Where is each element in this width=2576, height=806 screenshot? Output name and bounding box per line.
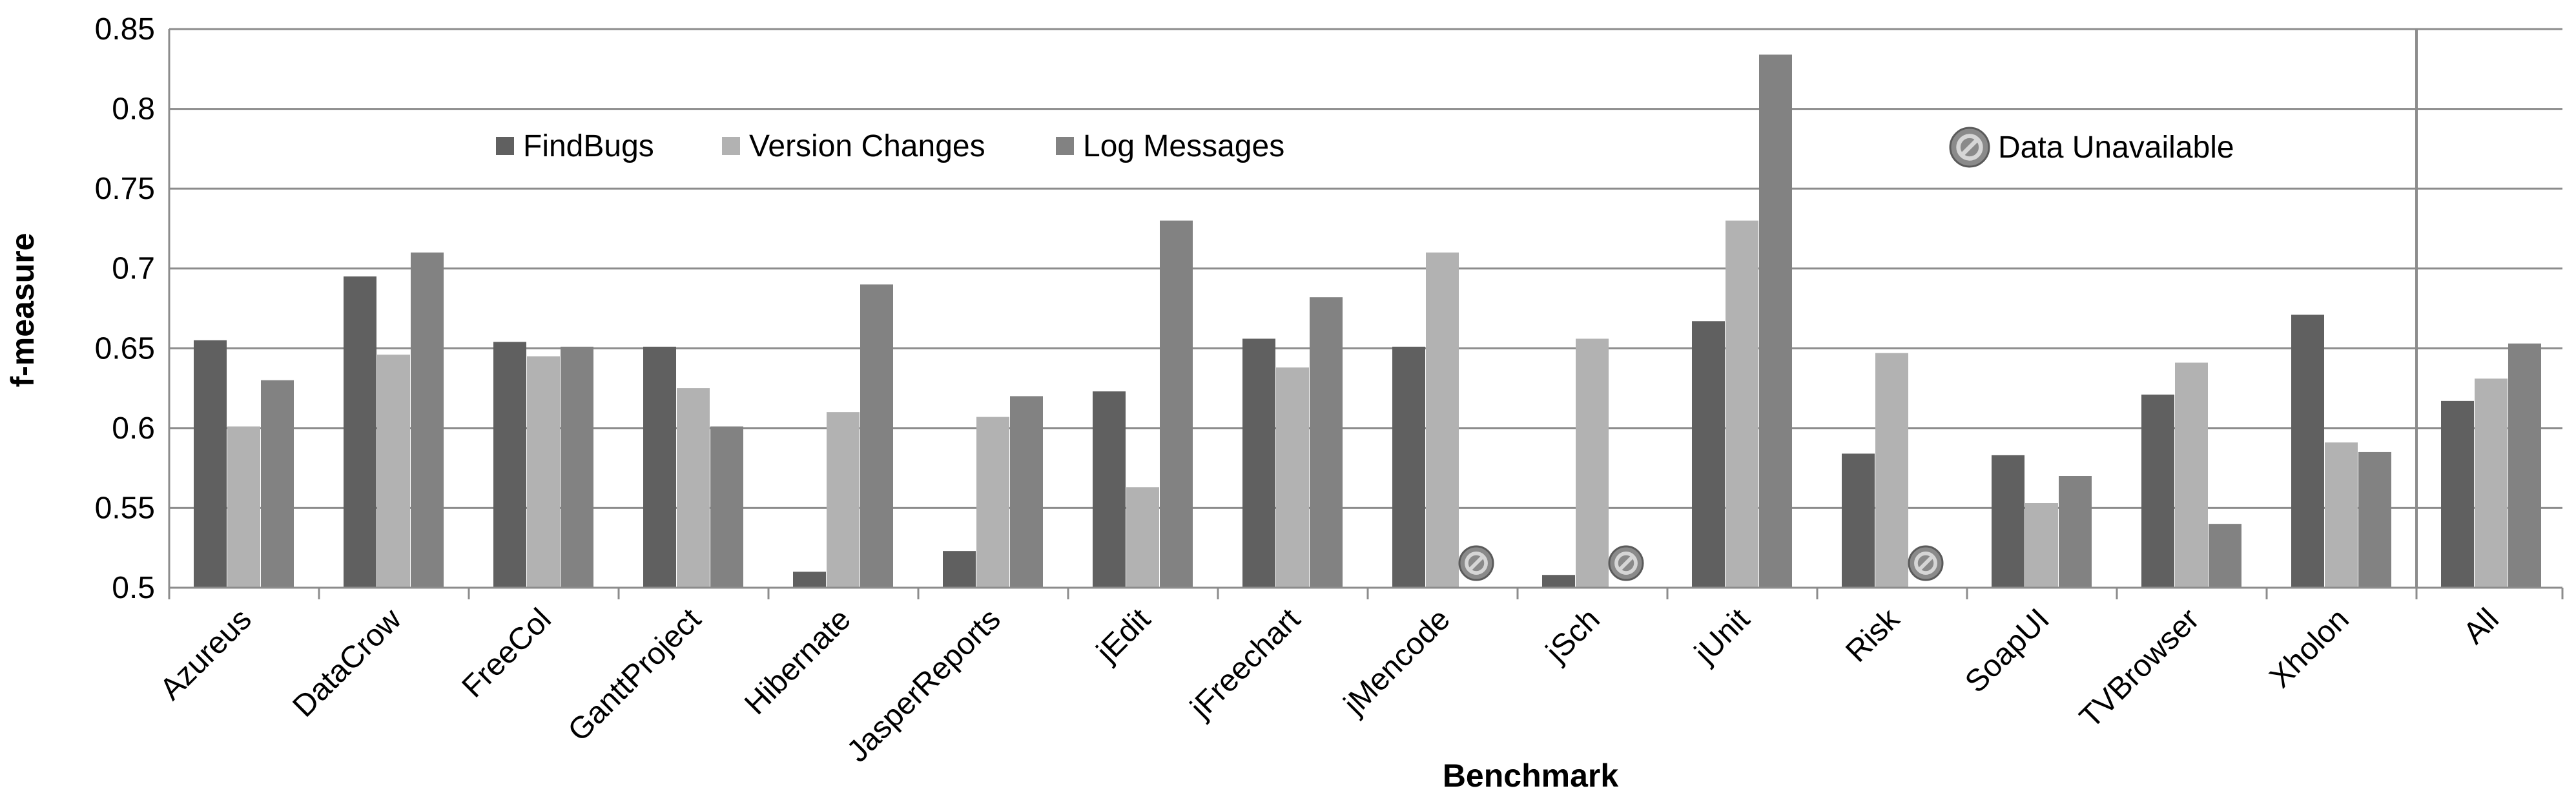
bar-version-changes [1276, 367, 1309, 588]
bar-log-messages [561, 346, 593, 588]
bar-log-messages [1759, 54, 1792, 588]
y-tick-label: 0.8 [112, 92, 155, 127]
y-tick-label: 0.55 [95, 491, 155, 525]
data-unavailable-icon [1949, 127, 1990, 168]
bar-findbugs [793, 572, 826, 588]
y-tick-label: 0.85 [95, 12, 155, 46]
bar-findbugs [344, 276, 376, 588]
legend-item: Log Messages [1056, 129, 1284, 163]
x-axis-title: Benchmark [1443, 758, 1619, 794]
bar-version-changes [677, 388, 710, 588]
bar-version-changes [976, 417, 1009, 588]
bar-findbugs [1992, 455, 2025, 588]
y-tick-label: 0.75 [95, 172, 155, 206]
bar-findbugs [643, 346, 676, 588]
bar-findbugs [194, 340, 227, 588]
bars [194, 54, 2541, 588]
bar-findbugs [2441, 400, 2474, 588]
legend-label: Data Unavailable [1998, 130, 2234, 165]
bar-version-changes [527, 356, 560, 588]
bar-log-messages [1310, 297, 1343, 588]
bar-version-changes [827, 412, 860, 588]
bar-version-changes [2025, 503, 2058, 588]
bar-version-changes [2175, 362, 2208, 588]
data-unavailable-icon [1608, 545, 1644, 581]
x-tick-labels: Azureus DataCrow FreeCol GanttProject Hibern… [154, 602, 2506, 769]
bar-findbugs [493, 342, 526, 588]
bar-version-changes [227, 426, 260, 588]
x-tick-label: GanttProject [562, 602, 708, 748]
legend-item: FindBugs [496, 129, 654, 163]
x-tick-label: FreeCol [456, 602, 558, 704]
x-tick-label: Azureus [154, 602, 258, 707]
bar-log-messages [1160, 220, 1193, 588]
y-tick-label: 0.6 [112, 411, 155, 446]
legend-label: FindBugs [523, 129, 654, 163]
bar-version-changes [1726, 220, 1758, 588]
bar-findbugs [1692, 321, 1725, 588]
x-tick-label: jUnit [1687, 602, 1757, 671]
bar-findbugs [1242, 338, 1275, 588]
x-tick-label: jEdit [1089, 602, 1157, 670]
legend-swatch [496, 137, 514, 155]
legend-label: Log Messages [1083, 129, 1284, 163]
y-tick-label: 0.5 [112, 571, 155, 605]
x-tick-label: DataCrow [286, 602, 408, 724]
y-tick-label: 0.7 [112, 252, 155, 286]
data-unavailable-icon [1458, 545, 1494, 581]
axes [168, 29, 2564, 599]
bar-log-messages [2358, 451, 2391, 588]
legend-item: Version Changes [722, 129, 985, 163]
bar-findbugs [1392, 346, 1425, 588]
bar-version-changes [377, 355, 410, 588]
x-tick-label: Xholon [2263, 602, 2356, 694]
bar-version-changes [1426, 253, 1459, 588]
legend-swatch [1056, 137, 1074, 155]
legend-item-unavailable: Data Unavailable [1949, 127, 2234, 168]
unavailable-markers [1458, 545, 1944, 581]
bar-version-changes [1875, 353, 1908, 588]
legend-label: Version Changes [749, 129, 985, 163]
bar-log-messages [860, 284, 893, 588]
data-unavailable-icon [1908, 545, 1944, 581]
bar-findbugs [1842, 453, 1875, 588]
x-tick-label: JasperReports [841, 602, 1007, 769]
bar-log-messages [411, 253, 444, 588]
y-tick-label: 0.65 [95, 331, 155, 366]
bar-log-messages [2508, 343, 2541, 588]
bar-log-messages [1010, 396, 1043, 588]
x-tick-label: Hibernate [738, 602, 858, 721]
x-tick-label: jSch [1539, 602, 1607, 670]
bar-findbugs [1542, 575, 1575, 588]
x-tick-label: Risk [1839, 602, 1906, 669]
bar-log-messages [261, 380, 294, 588]
bar-log-messages [2209, 524, 2241, 588]
bar-findbugs [943, 551, 976, 588]
bar-version-changes [2325, 442, 2358, 588]
bar-log-messages [2059, 476, 2092, 588]
bar-findbugs [1093, 391, 1126, 588]
x-tick-label: SoapUI [1959, 602, 2056, 699]
bar-findbugs [2291, 315, 2324, 588]
bar-version-changes [1126, 487, 1159, 588]
bar-version-changes [1576, 338, 1609, 588]
x-tick-label: jFreechart [1183, 602, 1307, 726]
y-axis-title: f-measure [5, 233, 41, 388]
y-tick-labels: 0.5 0.55 0.6 0.65 0.7 0.75 0.8 0.85 [95, 12, 155, 605]
x-tick-label: TVBrowser [2073, 602, 2205, 734]
bar-findbugs [2141, 394, 2174, 588]
bar-version-changes [2475, 378, 2508, 588]
x-tick-label: All [2457, 602, 2506, 650]
x-tick-label: jMencode [1337, 602, 1457, 722]
legend-swatch [722, 137, 740, 155]
bar-log-messages [710, 426, 743, 588]
legend: FindBugs Version Changes Log Messages Data … [496, 127, 2234, 168]
